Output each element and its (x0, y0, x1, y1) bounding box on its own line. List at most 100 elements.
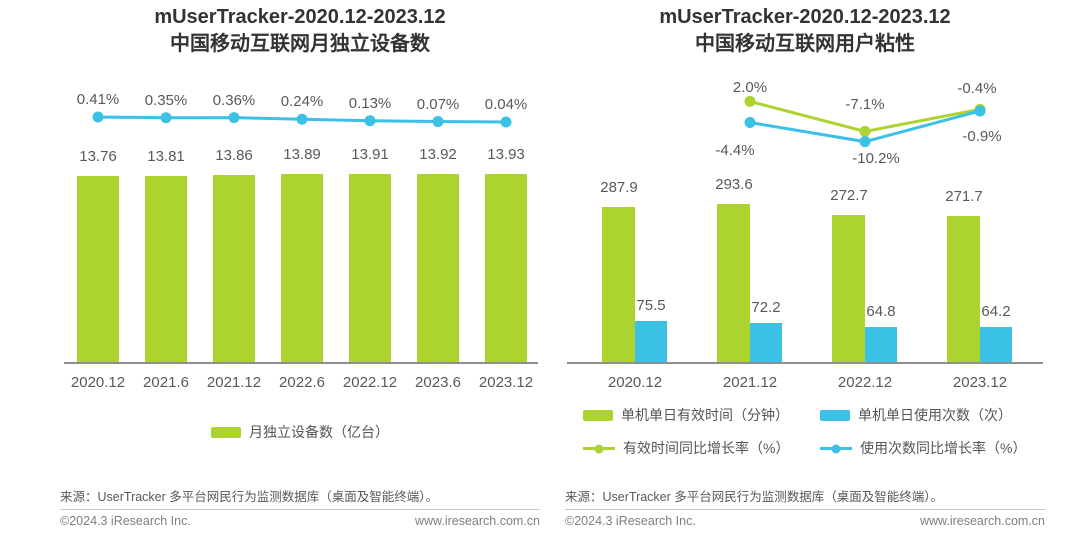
line-value-label: -10.2% (852, 149, 900, 167)
green-bar (213, 174, 255, 362)
green-bar (832, 215, 865, 362)
x-axis-label: 2022.6 (279, 374, 325, 391)
green-bar (602, 207, 635, 362)
line-point (432, 116, 444, 128)
line-value-label: 0.13% (348, 94, 392, 112)
bar-value-label: 64.8 (866, 303, 896, 321)
legend-item: 单机单日有效时间（分钟） (583, 407, 789, 424)
chart-title-line2: 中国移动互联网月独立设备数 (170, 33, 430, 55)
x-axis-label: 2023.12 (952, 374, 1008, 391)
legend-bar-swatch (583, 410, 613, 421)
line-value-label: 2.0% (732, 79, 768, 97)
legend-item: 月独立设备数（亿台） (211, 424, 389, 441)
footer: ©2024.3 iResearch Inc. www.iresearch.com… (565, 514, 1045, 528)
legend-item: 有效时间同比增长率（%） (583, 440, 789, 457)
bar-value-label: 13.81 (147, 147, 185, 165)
line-point (92, 111, 104, 123)
bar-value-label: 13.86 (215, 146, 253, 164)
legend-bar-swatch (211, 427, 241, 438)
line-value-label: 0.41% (76, 90, 120, 108)
blue-bar (865, 327, 897, 362)
green-bar (717, 204, 750, 362)
legend-item: 单机单日使用次数（次） (820, 407, 1012, 424)
legend-label: 单机单日有效时间（分钟） (621, 407, 789, 423)
plot-area: 2020.12 2021.6 2021.12 2022.6 2022.12 2023.6 2… (60, 0, 540, 535)
x-axis-label: 2021.6 (143, 374, 189, 391)
line-value-label: 0.04% (484, 95, 528, 113)
chart-title: mUserTracker-2020.12-2023.12 中国移动互联网月独立设… (30, 4, 570, 58)
bar-value-label: 287.9 (600, 179, 638, 197)
x-axis-label: 2022.12 (837, 374, 893, 391)
line-value-label: 0.36% (212, 91, 256, 109)
footer: ©2024.3 iResearch Inc. www.iresearch.com… (60, 514, 540, 528)
blue-bar (750, 323, 782, 362)
bar-value-label: 13.93 (487, 145, 525, 163)
footer-url: www.iresearch.com.cn (919, 514, 1045, 528)
line-value-label: -4.4% (715, 141, 755, 159)
legend-label: 有效时间同比增长率（%） (623, 440, 790, 456)
line-value-label: 0.07% (416, 95, 460, 113)
legend-line-dot (831, 444, 841, 453)
line-point (160, 112, 172, 124)
line-point (296, 113, 308, 125)
legend-line-dot-swatch (820, 443, 852, 454)
chart-title: mUserTracker-2020.12-2023.12 中国移动互联网用户粘性 (535, 4, 1075, 58)
line-point (859, 136, 871, 148)
divider (60, 509, 540, 510)
green-bar (417, 174, 459, 362)
green-bar (349, 174, 391, 362)
green-bar (281, 174, 323, 362)
x-axis-label: 2023.6 (415, 374, 461, 391)
legend-bar-swatch (820, 410, 850, 421)
legend-label: 使用次数同比增长率（%） (860, 440, 1027, 456)
line-chart-svg (744, 95, 986, 148)
line-point (744, 95, 756, 107)
x-axis-label: 2022.12 (342, 374, 398, 391)
x-axis-line (567, 362, 1043, 364)
line-point (859, 125, 871, 137)
legend-line-dot-swatch (583, 443, 615, 454)
bar-value-label: 13.92 (419, 146, 457, 164)
x-axis-label: 2020.12 (607, 374, 663, 391)
line-point (228, 112, 240, 124)
green-bar (485, 173, 527, 362)
legend-line-dot (594, 444, 604, 453)
line-point (500, 116, 512, 128)
plot-area: 2020.12 2021.12 2022.12 2023.12 287.9 293.6 27… (565, 0, 1045, 535)
line-point (744, 117, 756, 129)
source-note: 来源：UserTracker 多平台网民行为监测数据库（桌面及智能终端）。 (60, 490, 439, 504)
line-value-label: -0.4% (957, 80, 997, 98)
blue-bar (980, 327, 1012, 362)
line-value-label: -7.1% (845, 96, 885, 114)
line-point (364, 115, 376, 127)
bar-value-label: 13.76 (79, 148, 117, 166)
blue-bar (635, 321, 667, 362)
legend-item: 使用次数同比增长率（%） (820, 440, 1026, 457)
legend-label: 单机单日使用次数（次） (858, 407, 1012, 423)
line-value-label: 0.35% (144, 91, 188, 109)
x-axis-label: 2023.12 (478, 374, 534, 391)
x-axis-label: 2021.12 (206, 374, 262, 391)
bar-value-label: 72.2 (751, 299, 781, 317)
source-note: 来源：UserTracker 多平台网民行为监测数据库（桌面及智能终端）。 (565, 490, 944, 504)
divider (565, 509, 1045, 510)
stickiness-chart-panel: mUserTracker-2020.12-2023.12 中国移动互联网用户粘性… (565, 0, 1045, 535)
x-axis-label: 2021.12 (722, 374, 778, 391)
bar-value-label: 272.7 (830, 187, 868, 205)
footer-copyright: ©2024.3 iResearch Inc. (565, 514, 696, 528)
chart-title-line2: 中国移动互联网用户粘性 (695, 33, 915, 55)
line-value-label: -0.9% (962, 127, 1002, 145)
bar-value-label: 13.89 (283, 146, 321, 164)
legend-row: 月独立设备数（亿台） (60, 424, 540, 441)
footer-copyright: ©2024.3 iResearch Inc. (60, 514, 191, 528)
legend-label: 月独立设备数（亿台） (249, 424, 389, 440)
bar-value-label: 13.91 (351, 146, 389, 164)
bar-value-label: 293.6 (715, 176, 753, 194)
x-axis-label: 2020.12 (70, 374, 126, 391)
green-bar (77, 176, 119, 362)
bar-value-label: 271.7 (945, 187, 983, 205)
line-chart-svg (92, 111, 512, 128)
bar-value-label: 64.2 (981, 303, 1011, 321)
footer-url: www.iresearch.com.cn (414, 514, 540, 528)
